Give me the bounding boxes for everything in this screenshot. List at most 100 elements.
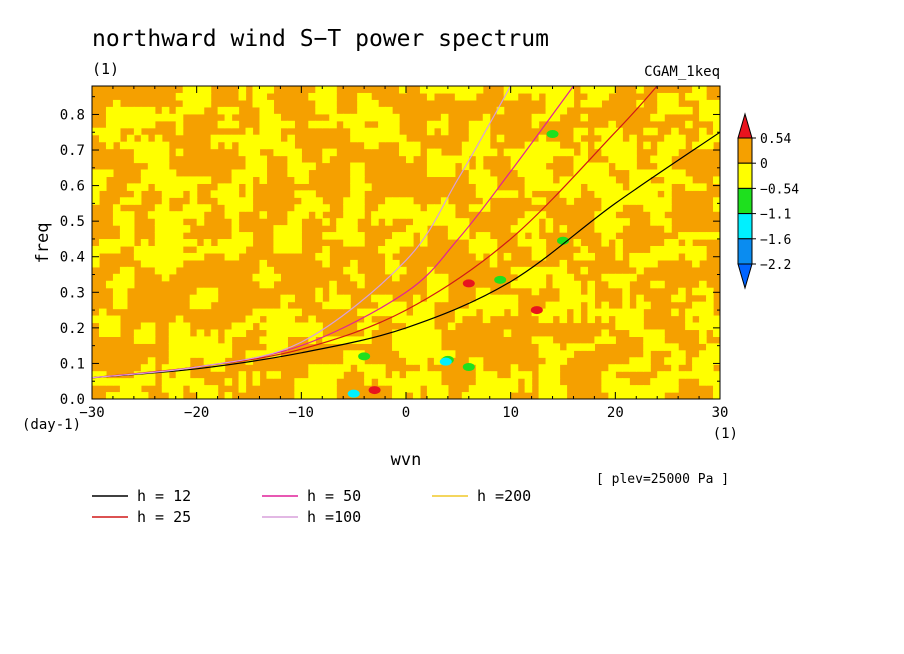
- field-cell: [657, 99, 665, 108]
- field-cell: [601, 315, 609, 324]
- field-cell: [168, 336, 177, 344]
- field-cell: [713, 329, 720, 337]
- field-cell: [517, 266, 526, 275]
- field-cell: [608, 273, 616, 282]
- field-cell: [692, 259, 700, 268]
- field-cell: [650, 378, 658, 386]
- field-cell: [482, 287, 491, 296]
- field-cell: [412, 315, 421, 324]
- field-cell: [392, 343, 400, 351]
- field-cell: [685, 232, 693, 240]
- field-cell: [657, 155, 665, 164]
- field-cell: [699, 99, 707, 108]
- field-cell: [98, 308, 107, 317]
- field-cell: [259, 211, 268, 219]
- field-cell: [594, 176, 602, 184]
- field-cell: [385, 308, 393, 317]
- field-cell: [231, 252, 240, 261]
- field-cell: [699, 315, 707, 324]
- field-cell: [140, 183, 149, 191]
- field-cell: [580, 113, 589, 122]
- field-cell: [161, 273, 170, 282]
- field-cell: [203, 301, 212, 310]
- field-cell: [482, 183, 491, 191]
- field-cell: [699, 378, 707, 386]
- field-cell: [259, 336, 268, 344]
- field-cell: [273, 273, 281, 282]
- field-cell: [713, 392, 720, 399]
- field-cell: [287, 134, 295, 143]
- field-cell: [559, 190, 568, 198]
- field-cell: [154, 218, 163, 226]
- field-cell: [371, 218, 379, 226]
- field-cell: [482, 127, 491, 136]
- field-cell: [538, 280, 547, 289]
- field-cell: [524, 148, 533, 157]
- field-cell: [161, 183, 170, 191]
- field-cell: [629, 162, 637, 171]
- field-cell: [412, 225, 421, 233]
- field-cell: [168, 259, 177, 268]
- plev-annotation: [ plev=25000 Pa ]: [596, 472, 729, 487]
- field-cell: [294, 155, 302, 164]
- field-cell: [524, 176, 533, 184]
- field-cell: [587, 86, 595, 94]
- field-cell: [538, 197, 547, 205]
- field-cell: [252, 141, 261, 150]
- field-cell: [489, 392, 498, 399]
- field-cell: [238, 385, 247, 393]
- field-cell: [419, 225, 428, 233]
- field-cell: [461, 392, 470, 399]
- field-cell: [706, 287, 714, 296]
- field-cell: [657, 378, 665, 386]
- field-cell: [664, 343, 672, 351]
- field-cell: [489, 245, 498, 254]
- field-cell: [308, 92, 316, 101]
- field-cell: [357, 99, 365, 108]
- field-cell: [601, 218, 609, 226]
- field-cell: [392, 134, 400, 143]
- field-cell: [175, 336, 184, 344]
- field-cell: [175, 106, 184, 115]
- field-cell: [412, 211, 421, 219]
- field-cell: [364, 106, 372, 115]
- field-cell: [280, 239, 288, 247]
- field-cell: [175, 315, 184, 324]
- field-cell: [412, 148, 421, 157]
- field-cell: [378, 245, 386, 254]
- field-cell: [336, 294, 344, 303]
- field-cell: [378, 378, 386, 386]
- field-cell: [399, 350, 407, 358]
- field-cell: [692, 371, 700, 379]
- field-cell: [231, 245, 240, 254]
- field-cell: [210, 294, 219, 303]
- field-cell: [559, 301, 568, 310]
- field-cell: [657, 92, 665, 101]
- field-cell: [161, 239, 170, 247]
- field-cell: [552, 273, 561, 282]
- field-cell: [126, 211, 135, 219]
- field-cell: [224, 245, 233, 254]
- field-cell: [399, 197, 407, 205]
- field-cell: [475, 169, 484, 178]
- field-cell: [706, 378, 714, 386]
- field-cell: [392, 113, 400, 122]
- field-cell: [196, 245, 205, 254]
- field-cell: [406, 204, 414, 212]
- field-cell: [119, 378, 128, 386]
- field-cell: [489, 308, 498, 317]
- y-tick-label: 0.8: [60, 107, 85, 123]
- field-cell: [392, 273, 400, 282]
- field-cell: [580, 148, 589, 157]
- field-cell: [545, 378, 554, 386]
- field-cell: [385, 197, 393, 205]
- field-cell: [308, 392, 316, 399]
- field-cell: [419, 322, 428, 331]
- field-cell: [399, 148, 407, 157]
- field-cell: [217, 357, 226, 365]
- field-cell: [559, 148, 568, 157]
- field-cell: [119, 239, 128, 247]
- field-cell: [161, 371, 170, 379]
- field-cell: [119, 287, 128, 296]
- field-cell: [531, 211, 540, 219]
